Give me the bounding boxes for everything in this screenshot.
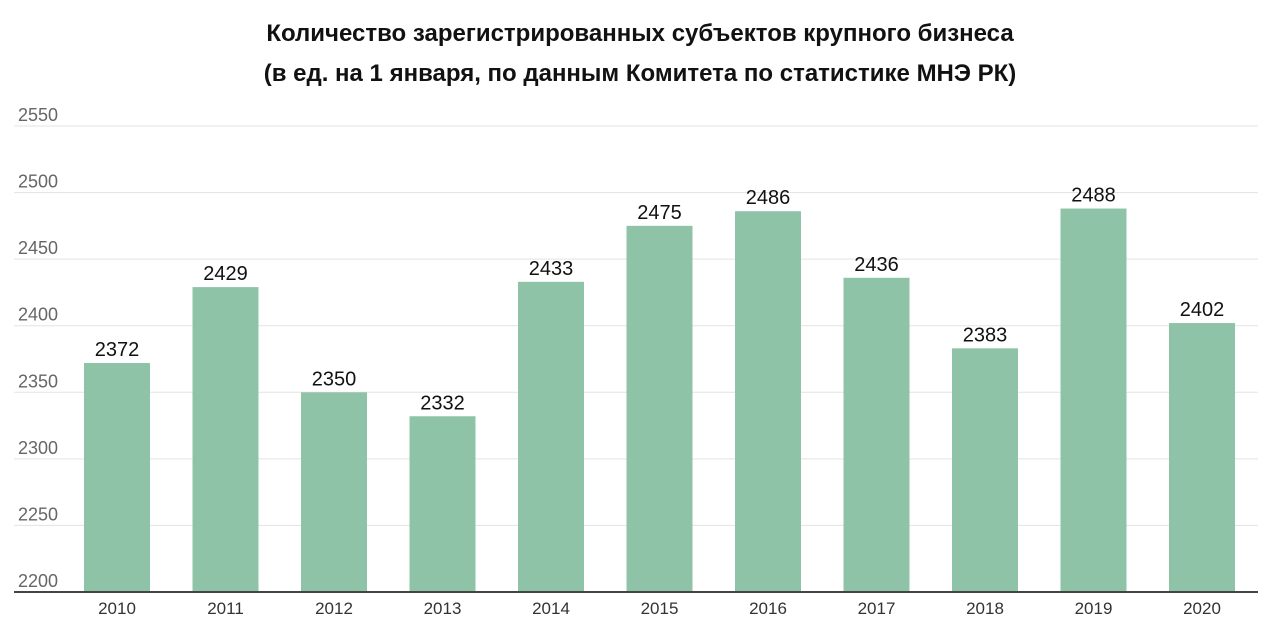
x-tick-label: 2013: [424, 599, 462, 618]
x-tick-label: 2015: [641, 599, 679, 618]
y-tick-label: 2500: [18, 172, 58, 192]
x-tick-label: 2019: [1075, 599, 1113, 618]
x-tick-label: 2017: [858, 599, 896, 618]
y-tick-label: 2550: [18, 105, 58, 125]
bar-2019: [1060, 208, 1127, 592]
x-tick-label: 2016: [749, 599, 787, 618]
bar-2015: [626, 225, 693, 592]
bar-2013: [409, 416, 476, 592]
x-tick-label: 2018: [966, 599, 1004, 618]
data-label: 2475: [637, 202, 682, 224]
bar-2017: [843, 277, 910, 592]
y-tick-label: 2450: [18, 238, 58, 258]
y-tick-label: 2400: [18, 305, 58, 325]
bar-2014: [518, 281, 584, 592]
data-label: 2402: [1180, 299, 1225, 321]
y-tick-label: 2200: [18, 571, 58, 591]
x-tick-label: 2010: [98, 599, 136, 618]
bar-2011: [192, 287, 259, 592]
chart-subtitle: (в ед. на 1 января, по данным Комитета п…: [263, 60, 1017, 87]
data-label: 2332: [420, 392, 465, 414]
x-tick-label: 2012: [315, 599, 353, 618]
bar-2010: [84, 362, 150, 592]
y-tick-label: 2300: [18, 438, 58, 458]
y-tick-label: 2250: [18, 504, 58, 524]
bar-2012: [301, 392, 367, 592]
data-label: 2372: [95, 339, 140, 361]
chart-title: Количество зарегистрированных субъектов …: [266, 20, 1014, 47]
y-tick-label: 2350: [18, 371, 58, 391]
bar-2018: [952, 348, 1018, 592]
data-label: 2429: [203, 263, 248, 285]
data-label: 2436: [854, 254, 899, 276]
x-tick-label: 2011: [207, 599, 244, 618]
data-label: 2350: [312, 368, 357, 390]
x-tick-label: 2020: [1183, 599, 1221, 618]
data-label: 2383: [963, 324, 1008, 346]
bar-2016: [735, 211, 801, 592]
data-label: 2486: [746, 187, 791, 209]
data-label: 2488: [1071, 185, 1116, 207]
data-label: 2433: [529, 258, 574, 280]
bar-2020: [1169, 323, 1235, 592]
x-tick-label: 2014: [532, 599, 570, 618]
